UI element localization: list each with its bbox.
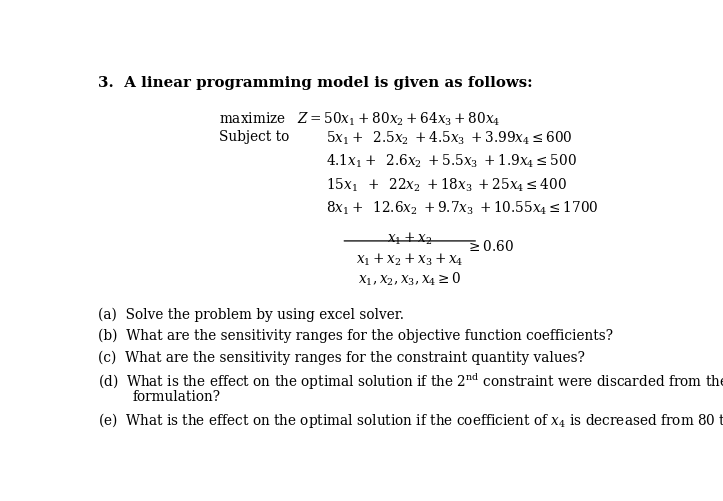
Text: $x_1 + x_2 + x_3 + x_4$: $x_1 + x_2 + x_3 + x_4$ (356, 251, 463, 268)
Text: (c)  What are the sensitivity ranges for the constraint quantity values?: (c) What are the sensitivity ranges for … (98, 350, 584, 364)
Text: (e)  What is the effect on the optimal solution if the coefficient of $x_4$ is d: (e) What is the effect on the optimal so… (98, 410, 723, 429)
Text: formulation?: formulation? (132, 389, 221, 403)
Text: Subject to: Subject to (219, 130, 289, 143)
Text: $5x_1 +\;\; 2.5x_2 \;+4.5x_3 \;+3.99x_4 \leq 600$: $5x_1 +\;\; 2.5x_2 \;+4.5x_3 \;+3.99x_4 … (325, 130, 573, 147)
Text: $x_1, x_2, x_3, x_4 \geq 0$: $x_1, x_2, x_3, x_4 \geq 0$ (358, 271, 461, 288)
Text: $8x_1 +\;\; 12.6x_2 \;+9.7x_3 \;+10.55x_4 \leq 1700$: $8x_1 +\;\; 12.6x_2 \;+9.7x_3 \;+10.55x_… (325, 199, 599, 216)
Text: $x_1 + x_2$: $x_1 + x_2$ (387, 230, 432, 246)
Text: maximize   $Z = 50x_1 + 80x_2 + 64x_3 + 80x_4$: maximize $Z = 50x_1 + 80x_2 + 64x_3 + 80… (219, 110, 501, 128)
Text: $\geq 0.60$: $\geq 0.60$ (466, 239, 514, 254)
Text: (a)  Solve the problem by using excel solver.: (a) Solve the problem by using excel sol… (98, 307, 403, 321)
Text: 3.  A linear programming model is given as follows:: 3. A linear programming model is given a… (98, 76, 532, 90)
Text: (b)  What are the sensitivity ranges for the objective function coefficients?: (b) What are the sensitivity ranges for … (98, 328, 612, 343)
Text: $15x_1 \;\;+\;\; 22x_2 \;+18x_3 \;+25x_4 \leq 400$: $15x_1 \;\;+\;\; 22x_2 \;+18x_3 \;+25x_4… (325, 176, 567, 193)
Text: (d)  What is the effect on the optimal solution if the 2$^{\mathrm{nd}}$ constra: (d) What is the effect on the optimal so… (98, 371, 723, 391)
Text: $4.1x_1 +\;\; 2.6x_2 \;+5.5x_3 \;+1.9x_4 \leq 500$: $4.1x_1 +\;\; 2.6x_2 \;+5.5x_3 \;+1.9x_4… (325, 153, 577, 170)
